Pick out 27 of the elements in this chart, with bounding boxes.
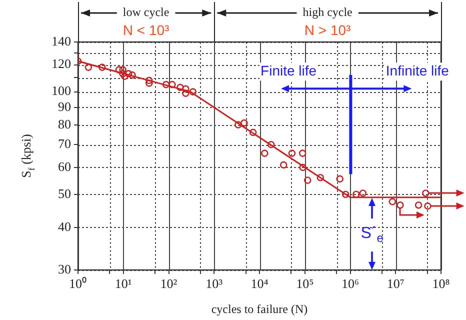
text: N > 10³: [304, 22, 352, 38]
x-tick-label: 10⁰: [69, 276, 87, 292]
y-tick-label: 140: [52, 33, 71, 48]
text: N < 10³: [122, 22, 170, 38]
x-tick-label: 10³: [206, 276, 223, 292]
x-tick-label: 10⁴: [250, 276, 269, 292]
y-tick-label: 100: [52, 83, 71, 98]
annotation: Infinite life: [386, 62, 450, 78]
y-tick-label: 70: [58, 136, 71, 152]
y-tick-label: 80: [58, 116, 71, 132]
y-tick-label: 30: [58, 261, 71, 276]
y-tick-label: 90: [58, 98, 71, 114]
y-axis-title: Sf (kpsi): [18, 134, 36, 178]
y-tick-label: 120: [52, 56, 71, 72]
x-tick-label: 10⁷: [386, 276, 404, 292]
annotation: Finite life: [260, 62, 317, 78]
x-axis-title: cycles to failure (N): [211, 302, 308, 316]
x-tick-label: 10²: [160, 276, 178, 292]
y-tick-label: 50: [58, 186, 71, 201]
y-tick-label: 60: [58, 158, 71, 174]
x-tick-label: 10⁵: [296, 276, 314, 292]
text: low cycle: [122, 5, 170, 20]
y-tick-label: 40: [58, 218, 71, 234]
x-tick-label: 10⁶: [341, 276, 360, 292]
x-tick-label: 10¹: [114, 276, 132, 292]
text: high cycle: [302, 5, 352, 20]
x-tick-label: 10⁸: [432, 276, 450, 292]
